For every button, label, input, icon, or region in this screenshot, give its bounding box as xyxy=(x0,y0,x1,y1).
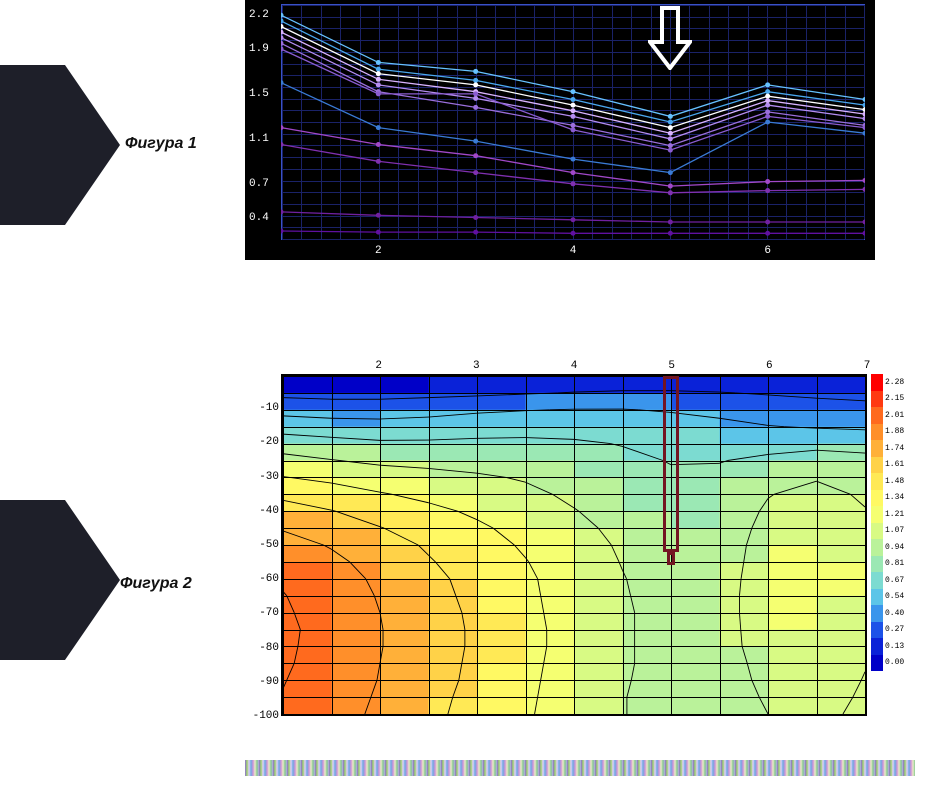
colorbar-step: 0.40 xyxy=(871,605,915,622)
line-chart-xtick: 2 xyxy=(375,245,382,257)
colorbar-step: 0.13 xyxy=(871,638,915,655)
heatmap-xtick: 6 xyxy=(766,360,773,372)
heatmap-xtick: 4 xyxy=(571,360,578,372)
line-chart-ytick: 1.9 xyxy=(249,43,269,55)
colorbar-step: 1.21 xyxy=(871,506,915,523)
heatmap-ytick: -50 xyxy=(249,539,279,551)
colorbar-label: 1.07 xyxy=(885,526,904,535)
heatmap-colorbar: 2.28 2.15 2.01 1.88 1.74 1.61 1.48 1.34 1.21 1.07… xyxy=(871,374,915,671)
colorbar-label: 0.40 xyxy=(885,609,904,618)
colorbar-step: 0.67 xyxy=(871,572,915,589)
colorbar-label: 2.15 xyxy=(885,394,904,403)
contour-heatmap: 2.28 2.15 2.01 1.88 1.74 1.61 1.48 1.34 1.21 1.07… xyxy=(245,360,915,720)
line-chart-ytick: 1.5 xyxy=(249,88,269,100)
heatmap-ytick: -90 xyxy=(249,676,279,688)
colorbar-step: 1.74 xyxy=(871,440,915,457)
figure-1-label: Фигура 1 xyxy=(125,135,197,153)
colorbar-step: 1.34 xyxy=(871,490,915,507)
colorbar-label: 0.00 xyxy=(885,658,904,667)
colorbar-label: 0.67 xyxy=(885,576,904,585)
heatmap-ytick: -30 xyxy=(249,471,279,483)
colorbar-step: 0.54 xyxy=(871,589,915,606)
colorbar-step: 2.15 xyxy=(871,391,915,408)
noise-strip xyxy=(245,760,915,776)
heatmap-xtick: 2 xyxy=(375,360,382,372)
line-chart-xtick: 4 xyxy=(570,245,577,257)
line-chart-plot-area xyxy=(281,4,865,240)
heatmap-ytick: -70 xyxy=(249,607,279,619)
line-chart-ytick: 1.1 xyxy=(249,133,269,145)
colorbar-step: 0.00 xyxy=(871,655,915,672)
line-chart-ytick: 0.7 xyxy=(249,178,269,190)
heatmap-xtick: 5 xyxy=(668,360,675,372)
heatmap-ytick: -40 xyxy=(249,505,279,517)
heatmap-ytick: -100 xyxy=(249,710,279,722)
colorbar-label: 2.01 xyxy=(885,411,904,420)
colorbar-label: 0.94 xyxy=(885,543,904,552)
line-chart-xtick: 6 xyxy=(764,245,771,257)
colorbar-label: 1.88 xyxy=(885,427,904,436)
heatmap-plot-area xyxy=(281,374,867,716)
colorbar-label: 1.74 xyxy=(885,444,904,453)
line-chart-ytick: 2.2 xyxy=(249,9,269,21)
heatmap-ytick: -80 xyxy=(249,642,279,654)
colorbar-step: 1.88 xyxy=(871,424,915,441)
colorbar-step: 0.27 xyxy=(871,622,915,639)
colorbar-step: 1.07 xyxy=(871,523,915,540)
heatmap-xtick: 7 xyxy=(864,360,871,372)
colorbar-label: 1.34 xyxy=(885,493,904,502)
heatmap-ytick: -20 xyxy=(249,436,279,448)
line-chart: 2.2 1.9 1.5 1.1 0.7 0.4 2 4 6 xyxy=(245,0,875,260)
colorbar-label: 2.28 xyxy=(885,378,904,387)
colorbar-step: 2.01 xyxy=(871,407,915,424)
colorbar-label: 0.27 xyxy=(885,625,904,634)
heatmap-ytick: -60 xyxy=(249,573,279,585)
colorbar-label: 0.13 xyxy=(885,642,904,651)
colorbar-label: 0.54 xyxy=(885,592,904,601)
colorbar-label: 1.48 xyxy=(885,477,904,486)
heatmap-ytick: -10 xyxy=(249,402,279,414)
line-chart-ytick: 0.4 xyxy=(249,212,269,224)
colorbar-step: 1.48 xyxy=(871,473,915,490)
colorbar-label: 0.81 xyxy=(885,559,904,568)
colorbar-label: 1.21 xyxy=(885,510,904,519)
heatmap-xtick: 3 xyxy=(473,360,480,372)
chevron-pointer-2 xyxy=(0,500,65,660)
colorbar-step: 0.81 xyxy=(871,556,915,573)
figure-2-label: Фигура 2 xyxy=(120,575,192,593)
colorbar-step: 1.61 xyxy=(871,457,915,474)
colorbar-step: 2.28 xyxy=(871,374,915,391)
colorbar-step: 0.94 xyxy=(871,539,915,556)
chevron-pointer-1 xyxy=(0,65,65,225)
colorbar-label: 1.61 xyxy=(885,460,904,469)
